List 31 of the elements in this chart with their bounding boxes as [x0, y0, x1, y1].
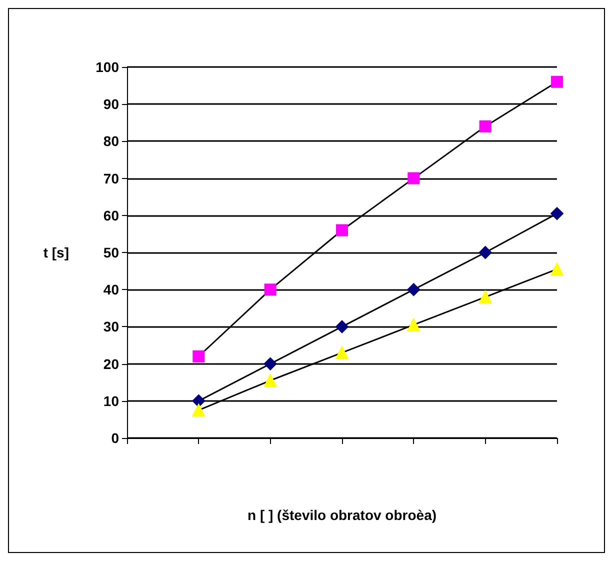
y-tick-label: 70: [103, 170, 120, 186]
point: [336, 320, 348, 334]
point: [478, 290, 492, 304]
point: [264, 374, 277, 387]
point: [264, 357, 277, 370]
point: [479, 120, 492, 132]
point: [551, 76, 563, 88]
point: [478, 246, 492, 259]
point: [550, 207, 564, 220]
y-tick-label: 20: [103, 356, 120, 372]
y-axis-title: t [s]: [43, 244, 69, 260]
y-tick-label: 40: [103, 282, 120, 298]
point: [407, 318, 420, 332]
point: [264, 284, 276, 296]
y-tick-label: 100: [96, 59, 120, 75]
point: [192, 350, 205, 362]
y-tick-label: 0: [111, 430, 120, 446]
y-tick-label: 60: [103, 207, 120, 224]
point: [550, 262, 564, 276]
y-tick-label: 10: [103, 392, 120, 409]
point: [336, 224, 348, 236]
point: [408, 172, 420, 184]
point: [336, 346, 348, 360]
point: [192, 404, 206, 417]
point: [192, 394, 206, 408]
y-tick-label: 30: [103, 318, 120, 335]
x-axis-title: n [ ] (število obratov obroèa): [247, 507, 437, 523]
point: [407, 283, 420, 296]
y-tick-label: 80: [103, 133, 120, 150]
y-tick-label: 50: [103, 244, 120, 260]
y-tick-label: 90: [103, 96, 120, 112]
